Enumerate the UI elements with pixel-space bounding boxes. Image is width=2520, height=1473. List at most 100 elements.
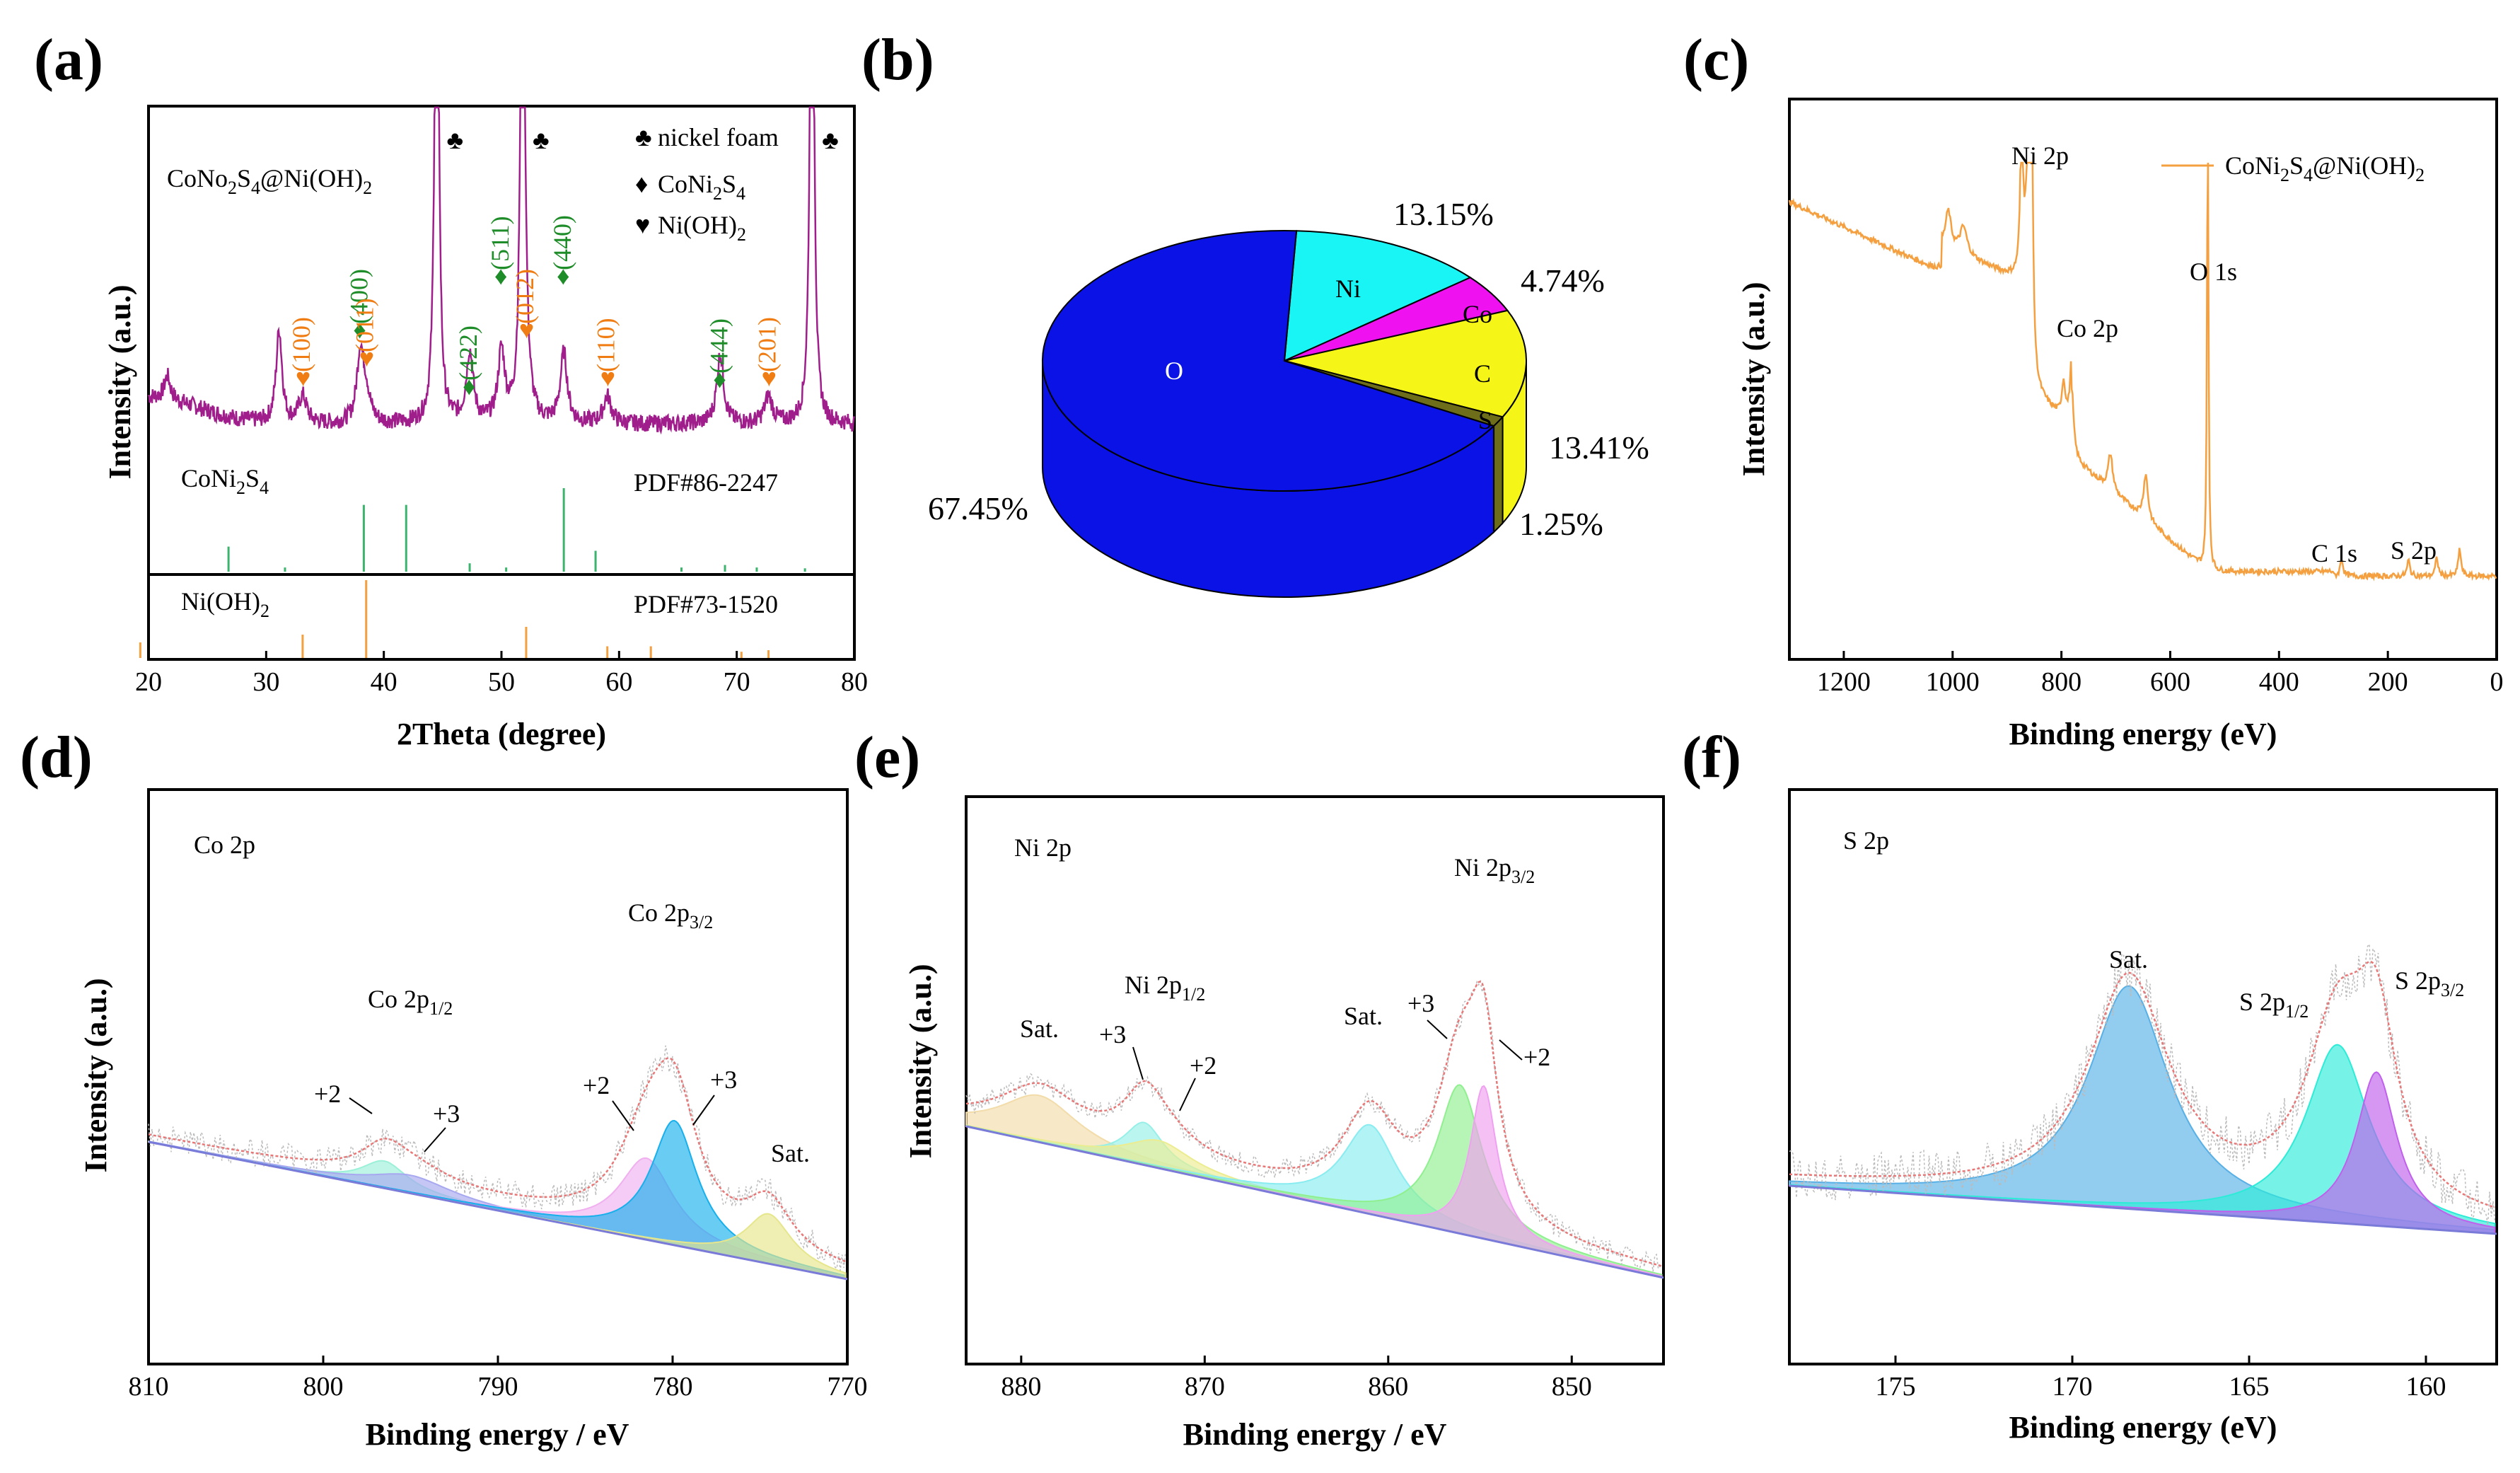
label-ni-plus2-b: +2 [1523,1043,1550,1071]
label-co-plus3-b: +3 [710,1065,737,1094]
baseline [148,1140,848,1281]
hkl-label: (511) [486,216,514,270]
heart-marker: ♥ [359,344,374,372]
pct-o: 67.45% [928,490,1028,526]
panel-a-ylabel: Intensity (a.u.) [103,284,137,479]
baseline [965,1125,1664,1279]
diamond-marker: ♦ [463,372,475,400]
f-plot-x-tick-label-160: 160 [2406,1372,2446,1402]
a-x-tick-label-30: 30 [252,667,279,697]
label-co-plus2-a: +2 [314,1080,341,1108]
label-ni-sat-b: Sat. [1344,1002,1383,1030]
label-co-sat: Sat. [771,1139,810,1167]
pct-co: 4.74% [1521,262,1605,299]
panel-d-title: Co 2p [194,831,255,859]
panel-a-ref1-lines [227,488,806,572]
envelope-line [965,980,1662,1267]
c-x-tick-label-600: 600 [2150,667,2190,697]
slice-label-ni: Ni [1335,275,1361,303]
legend-nioh2: Ni(OH)2 [658,211,746,245]
label-co2p12: Co 2p1/2 [368,985,453,1019]
legend-club-icon: ♣ [635,123,652,151]
pct-c: 13.41% [1549,429,1649,466]
ref2-name: Ni(OH)2 [181,587,269,621]
pie-chart [1042,230,1528,598]
ref1-name: CoNi2S4 [181,464,269,498]
pct-ni: 13.15% [1393,196,1494,232]
panel-d-frame [147,788,849,1365]
raw-data-line [1789,942,2496,1225]
e-plot-x-tick-label-860: 860 [1368,1372,1408,1402]
label-s-sat: Sat. [2109,945,2148,974]
label-s2p32: S 2p3/2 [2395,966,2464,1000]
f-plot-x-tick-label-170: 170 [2052,1372,2093,1402]
slice-label-o: O [1165,357,1183,385]
label-co2p32: Co 2p3/2 [628,899,713,932]
hkl-label: (012) [511,269,539,324]
panel-f-xlabel: Binding energy (eV) [2009,1410,2277,1445]
e-plot-x-tick-label-850: 850 [1552,1372,1592,1402]
panel-c-xlabel: Binding energy (eV) [2009,717,2277,751]
e-plot-x-tick-label-880: 880 [1001,1372,1041,1402]
c-x-tick-label-0: 0 [2490,667,2504,697]
peak-label-co2p: Co 2p [2057,314,2118,342]
a-x-tick-label-60: 60 [605,667,632,697]
xrd-pattern-line [147,106,856,435]
c-x-tick-label-800: 800 [2041,667,2081,697]
slice-label-c: C [1474,359,1491,388]
legend-diamond-icon: ♦ [635,170,648,198]
ref1-pdf: PDF#86-2247 [634,468,778,497]
panel-f-frame [1788,788,2498,1365]
pct-s: 1.25% [1519,506,1603,542]
panel-a: (a) 20 30 40 50 60 70 80 ♣ ♣ ♣♦(400) ♦(511)♦(440)… [34,27,868,751]
c-x-tick-label-200: 200 [2368,667,2408,697]
panel-c-legend: CoNi2S4@Ni(OH)2 [2225,151,2425,185]
panel-d-xlabel: Binding energy / eV [366,1417,629,1452]
hkl-label: (440) [548,215,576,270]
panel-e: (e) 880 870 860 850 Ni 2p Ni 2p1/2 Ni 2p3/2… [854,724,1665,1452]
panel-c-ylabel: Intensity (a.u.) [1736,282,1771,476]
panel-a-ref2-lines [139,580,770,658]
panel-e-xlabel: Binding energy / eV [1183,1417,1447,1452]
a-x-tick-label-70: 70 [724,667,750,697]
a-x-tick-label-40: 40 [371,667,397,697]
heart-marker: ♥ [296,364,310,392]
hkl-label: (400) [344,269,373,324]
panel-c-label: (c) [1683,27,1749,93]
pie-side-s [1493,415,1504,534]
panel-c: (c) 1200 1000 800 600 400 200 0 CoNi2S4@Ni(OH)… [1683,27,2504,751]
panel-a-peak-markers: ♣ ♣ ♣♦(400) ♦(511)♦(440)♦(422) ♦(444)♥(100) ♥… [287,126,839,400]
label-ni2p12: Ni 2p1/2 [1125,971,1205,1005]
panel-d-arrows [349,1094,715,1153]
legend-coni2s4: CoNi2S4 [658,170,745,204]
panel-a-xlabel: 2Theta (degree) [397,717,606,751]
label-ni-plus3-b: +3 [1407,989,1434,1017]
a-x-tick-label-20: 20 [135,667,162,697]
panel-b: (b) 13.15% 4.74% 13.41% 1.25% 67.45% O N… [861,27,1649,598]
panel-d-label: (d) [20,724,93,790]
hkl-label: (100) [287,317,315,372]
envelope-line [1789,961,2495,1208]
diamond-marker: ♦ [494,262,507,290]
panel-c-x-ticks: 1200 1000 800 600 400 200 0 [1817,651,2504,697]
hkl-label: (011) [351,298,379,352]
c-x-tick-label-1200: 1200 [1817,667,1871,697]
hkl-label: (201) [753,317,782,372]
panel-d: (d) 810 800 790 780 770 Co 2p Co 2p1/2 Co 2p… [20,724,868,1452]
club-marker: ♣ [822,126,839,154]
panel-e-label: (e) [854,724,920,790]
pie-slice-ni [1283,230,1472,362]
d-plot-x-tick-label-770: 770 [828,1372,868,1402]
label-ni-plus2-a: +2 [1190,1051,1217,1080]
peak-label-s2p: S 2p [2391,536,2437,565]
f-plot-x-tick-label-165: 165 [2229,1372,2270,1402]
peak-label-c1s: C 1s [2311,539,2357,567]
pie-slice-c [1284,309,1528,418]
s2p-fit [1789,942,2497,1235]
panel-d-ylabel: Intensity (a.u.) [79,978,113,1172]
hkl-label: (422) [454,325,482,381]
hkl-label: (110) [592,318,620,372]
panel-c-frame [1788,98,2498,661]
club-marker: ♣ [533,126,550,154]
